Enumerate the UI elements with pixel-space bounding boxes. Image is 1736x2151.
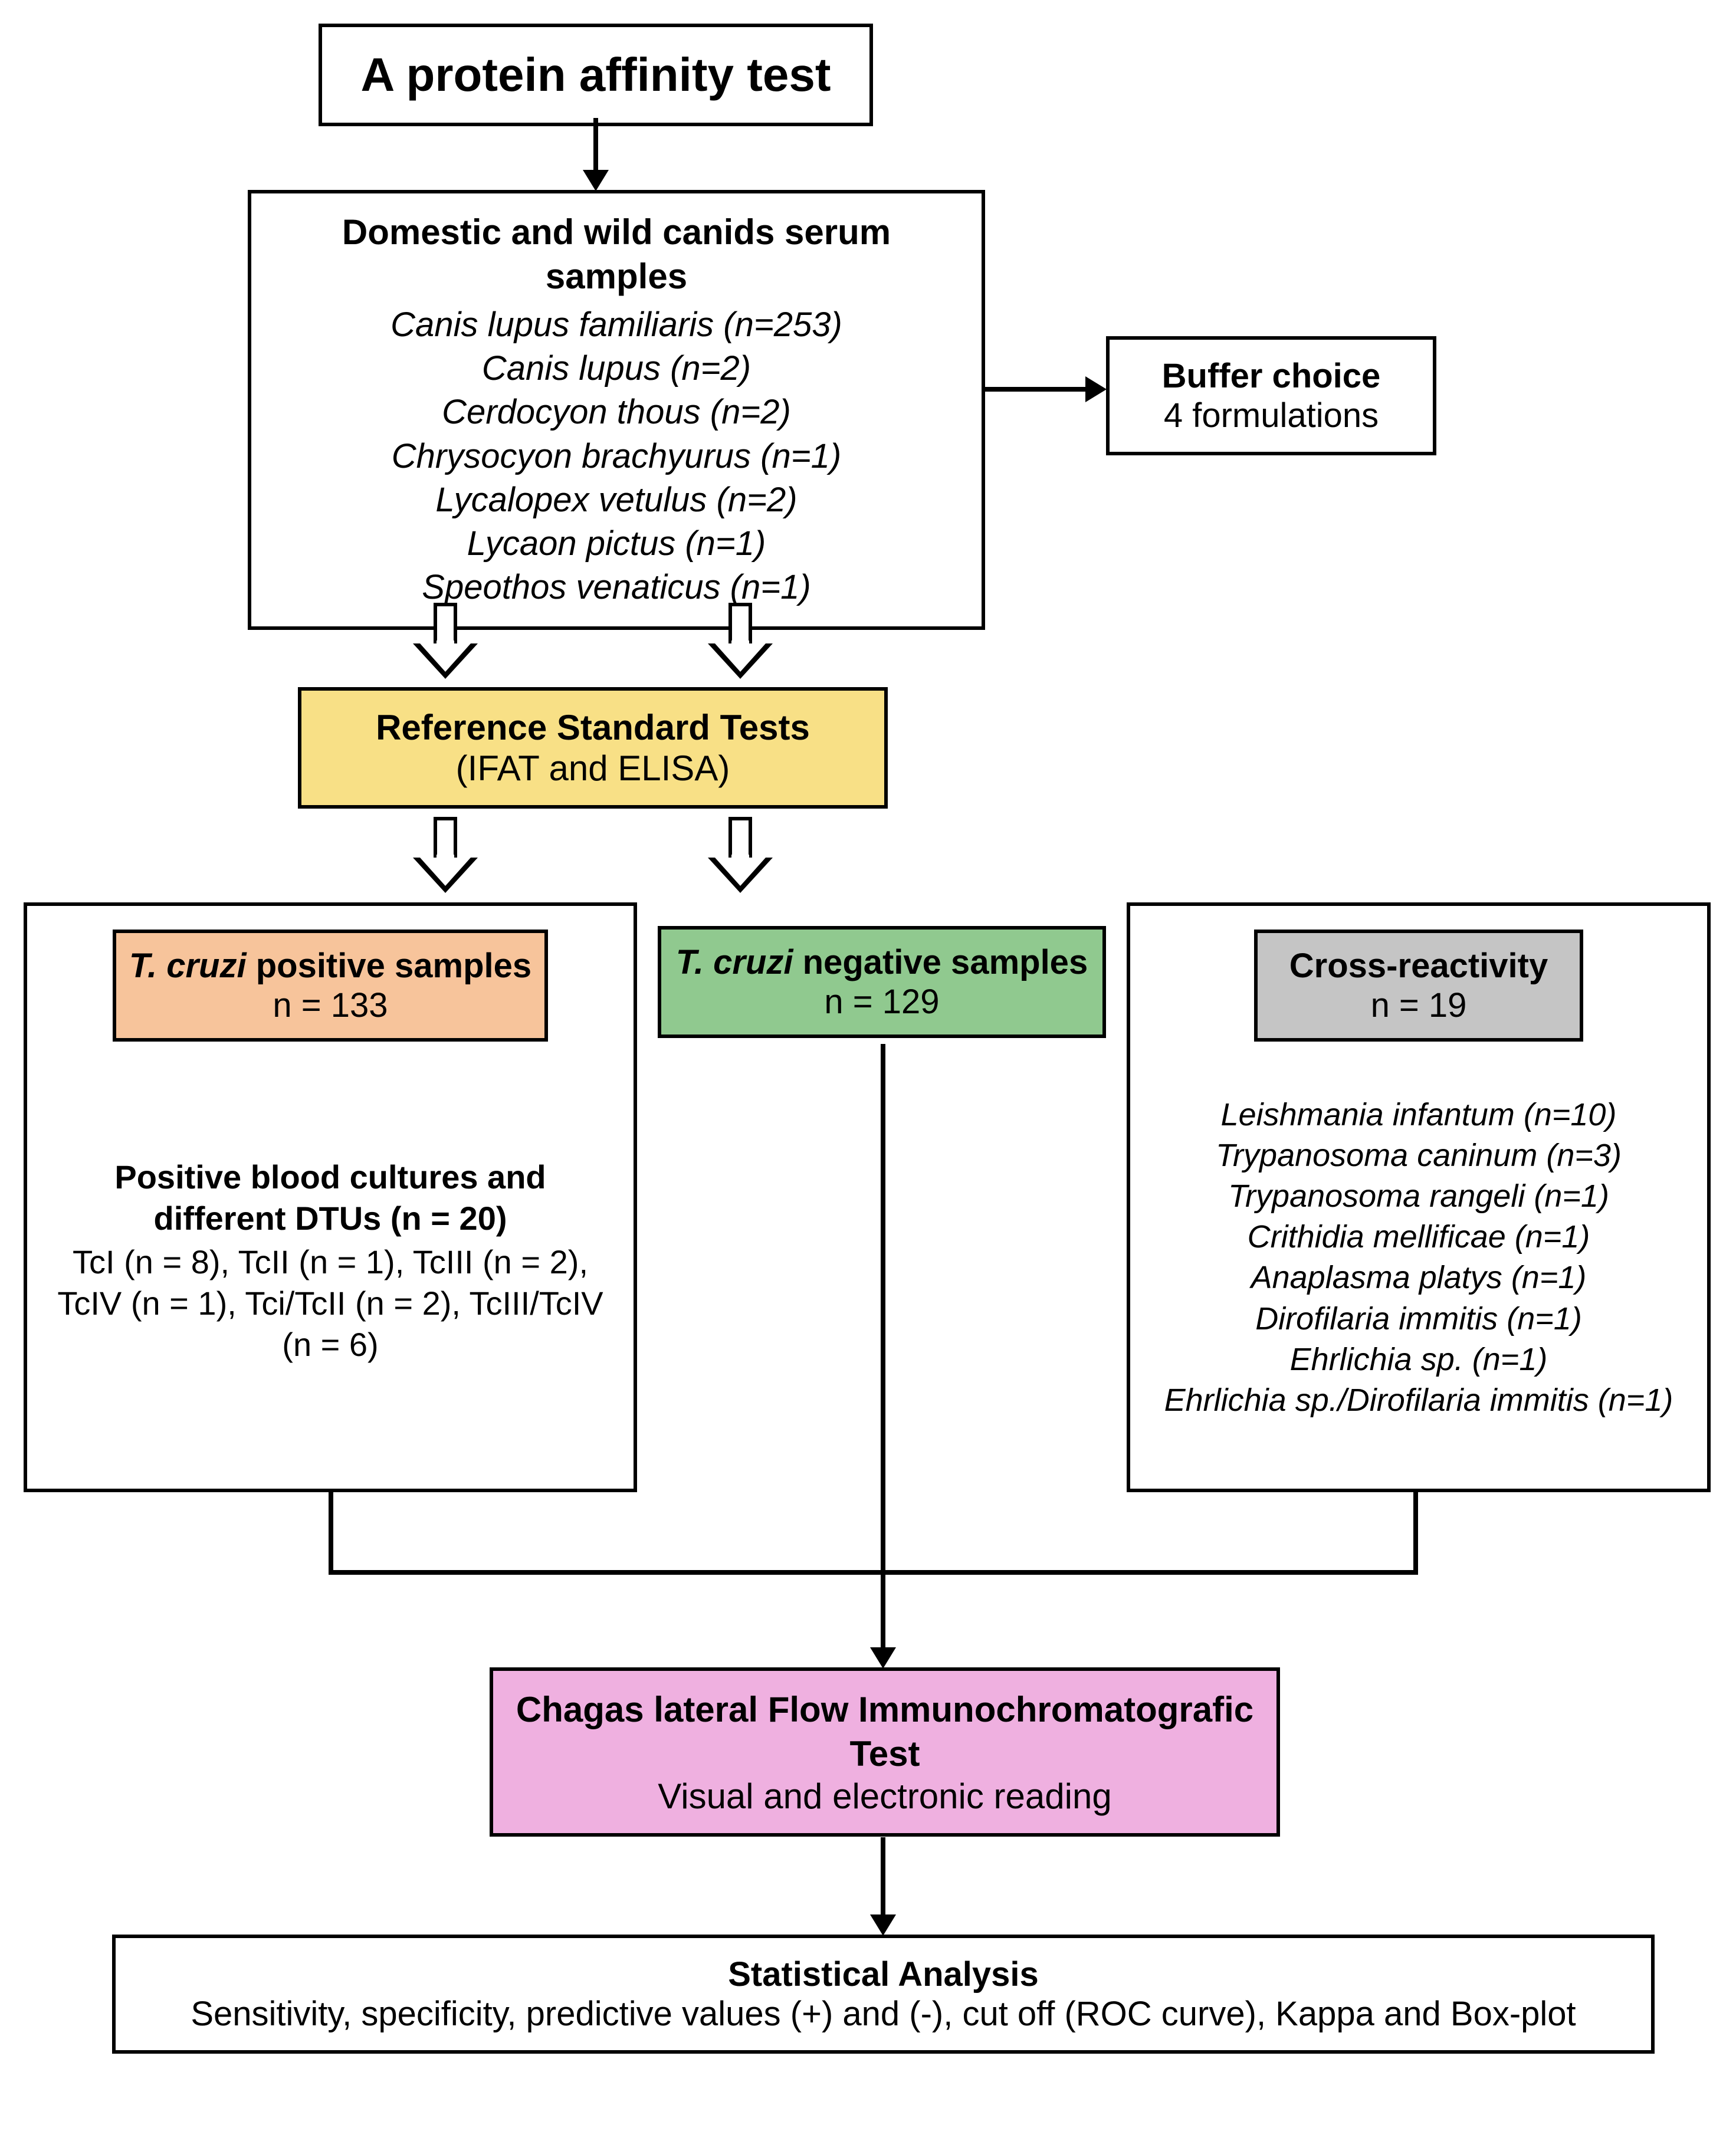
sample-species: Lycalopex vetulus bbox=[435, 481, 707, 519]
buffer-title: Buffer choice bbox=[1121, 356, 1421, 396]
crossreact-n: n = 19 bbox=[1264, 986, 1574, 1025]
reference-box: Reference Standard Tests (IFAT and ELISA… bbox=[298, 687, 888, 809]
sample-species: Cerdocyon thous bbox=[442, 393, 700, 431]
buffer-box: Buffer choice 4 formulations bbox=[1106, 336, 1436, 455]
negative-n: n = 129 bbox=[667, 982, 1097, 1022]
conv-stem bbox=[881, 1570, 885, 1650]
sample-species: Canis lupus bbox=[482, 349, 661, 387]
block-arrow bbox=[413, 603, 478, 679]
reference-subtitle: (IFAT and ELISA) bbox=[313, 748, 872, 789]
conv-mid-v bbox=[881, 1044, 885, 1575]
block-arrow bbox=[708, 603, 773, 679]
crossreact-title: Cross-reactivity bbox=[1264, 946, 1574, 986]
sample-species: Speothos venaticus bbox=[422, 568, 720, 606]
sample-species: Chrysocyon brachyurus bbox=[392, 437, 751, 475]
dtu-text: TcI (n = 8), TcII (n = 1), TcIII (n = 2)… bbox=[45, 1242, 616, 1365]
chagas-subtitle: Visual and electronic reading bbox=[511, 1776, 1259, 1817]
stats-title: Statistical Analysis bbox=[133, 1955, 1633, 1994]
samples-heading: Domestic and wild canids serum samples bbox=[269, 210, 964, 298]
arrow-title-samples bbox=[593, 118, 598, 172]
conv-horiz bbox=[329, 1570, 1418, 1575]
sample-species: Canis lupus familiaris bbox=[390, 306, 714, 344]
positive-box: T. cruzi positive samples n = 133 bbox=[113, 930, 548, 1042]
title-box: A protein affinity test bbox=[319, 24, 873, 126]
conv-left-v bbox=[329, 1492, 333, 1575]
crossreact-box: Cross-reactivity n = 19 bbox=[1254, 930, 1583, 1042]
stats-box: Statistical Analysis Sensitivity, specif… bbox=[112, 1935, 1655, 2054]
samples-list: Canis lupus familiaris (n=253) Canis lup… bbox=[269, 303, 964, 610]
buffer-subtitle: 4 formulations bbox=[1121, 396, 1421, 435]
arrow-samples-buffer bbox=[985, 387, 1088, 392]
positive-container: T. cruzi positive samples n = 133 Positi… bbox=[24, 902, 637, 1492]
negative-box: T. cruzi negative samples n = 129 bbox=[658, 926, 1106, 1038]
chagas-title: Chagas lateral Flow Immunochromatografic… bbox=[511, 1687, 1259, 1776]
arrow-chagas-stats bbox=[881, 1837, 885, 1917]
stats-subtitle: Sensitivity, specificity, predictive val… bbox=[133, 1994, 1633, 2034]
negative-label: T. cruzi negative samples bbox=[667, 943, 1097, 982]
positive-label: T. cruzi positive samples bbox=[122, 946, 539, 986]
dtu-heading: Positive blood cultures and different DT… bbox=[45, 1157, 616, 1239]
chagas-box: Chagas lateral Flow Immunochromatografic… bbox=[490, 1667, 1280, 1837]
crossreact-container: Cross-reactivity n = 19 Leishmania infan… bbox=[1127, 902, 1711, 1492]
crossreact-list: Leishmania infantum (n=10) Trypanosoma c… bbox=[1148, 1095, 1689, 1421]
reference-title: Reference Standard Tests bbox=[313, 707, 872, 748]
conv-right-v bbox=[1413, 1492, 1418, 1575]
block-arrow bbox=[708, 817, 773, 894]
positive-n: n = 133 bbox=[122, 986, 539, 1025]
samples-box: Domestic and wild canids serum samples C… bbox=[248, 190, 985, 630]
title-text: A protein affinity test bbox=[340, 48, 852, 102]
block-arrow bbox=[413, 817, 478, 894]
sample-species: Lycaon pictus bbox=[467, 524, 676, 563]
